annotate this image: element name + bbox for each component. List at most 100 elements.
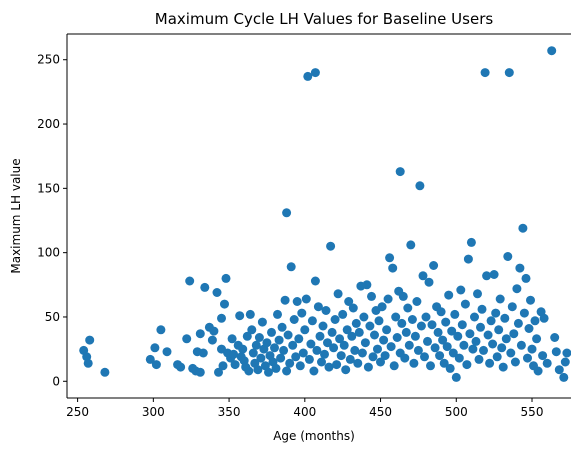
data-point [392, 333, 402, 342]
data-point [359, 312, 369, 322]
data-point [416, 321, 426, 331]
data-point [498, 362, 508, 372]
data-point [306, 339, 316, 349]
data-point [454, 353, 464, 363]
data-point [286, 262, 296, 272]
data-point [480, 68, 490, 78]
x-tick-label: 450 [369, 405, 392, 419]
data-point [400, 353, 410, 363]
data-point [526, 295, 535, 305]
data-point [277, 322, 287, 332]
data-point [444, 290, 454, 300]
data-point [151, 360, 161, 370]
data-points [79, 46, 571, 382]
data-point [427, 320, 437, 330]
data-point [510, 357, 520, 367]
data-point [185, 276, 195, 286]
data-point [285, 358, 295, 368]
data-point [253, 365, 263, 375]
data-point [462, 360, 472, 370]
data-point [448, 348, 458, 358]
data-point [217, 313, 226, 323]
data-point [341, 365, 351, 375]
data-point [488, 339, 498, 349]
data-point [388, 263, 398, 273]
data-point [554, 365, 564, 375]
data-point [248, 348, 258, 358]
data-point [220, 299, 229, 309]
data-point [312, 345, 322, 355]
x-tick-label: 350 [218, 405, 241, 419]
data-point [507, 302, 517, 312]
chart-title: Maximum Cycle LH Values for Baseline Use… [155, 10, 494, 28]
data-point [264, 367, 273, 377]
data-point [315, 331, 325, 341]
data-point [547, 46, 557, 56]
data-point [415, 181, 425, 191]
data-point [218, 361, 228, 371]
data-point [495, 294, 505, 304]
data-point [386, 342, 396, 352]
data-point [360, 338, 370, 348]
data-point [562, 348, 571, 358]
data-point [227, 334, 237, 344]
data-point [538, 351, 548, 361]
data-point [450, 309, 460, 319]
data-point [430, 343, 440, 353]
x-tick-label: 500 [445, 405, 468, 419]
data-point [357, 348, 367, 358]
data-point [397, 318, 407, 328]
data-point [195, 329, 205, 339]
data-point [313, 302, 323, 312]
data-point [338, 309, 348, 319]
data-point [342, 325, 352, 335]
data-point [486, 316, 496, 326]
data-point [307, 316, 317, 326]
data-point [410, 331, 420, 341]
data-point [504, 68, 514, 78]
data-point [292, 297, 302, 306]
x-tick-label: 550 [521, 405, 544, 419]
data-point [100, 367, 110, 377]
data-point [297, 308, 307, 318]
data-point [273, 309, 282, 319]
data-point [477, 304, 487, 314]
data-point [288, 340, 298, 350]
data-point [200, 282, 210, 292]
data-point [317, 357, 326, 367]
data-point [207, 335, 217, 345]
data-point [413, 345, 423, 355]
data-point [516, 340, 526, 350]
data-point [235, 311, 245, 321]
data-point [519, 308, 529, 318]
data-point [310, 276, 320, 286]
data-point [442, 342, 452, 352]
data-point [513, 318, 523, 328]
data-point [256, 353, 266, 363]
data-point [530, 316, 540, 326]
data-point [512, 284, 522, 294]
y-tick-label: 250 [37, 53, 60, 67]
data-point [473, 289, 482, 299]
data-point [156, 325, 166, 335]
data-point [501, 334, 511, 344]
data-point [324, 362, 334, 372]
data-point [195, 367, 205, 377]
data-point [221, 273, 231, 283]
data-point [445, 363, 455, 373]
data-point [370, 330, 379, 340]
data-point [282, 366, 292, 376]
data-point [280, 295, 290, 305]
data-point [426, 361, 435, 371]
data-point [453, 331, 463, 341]
data-point [212, 288, 222, 297]
y-tick-label: 50 [45, 310, 60, 324]
data-point [559, 372, 569, 382]
data-point [83, 358, 93, 368]
data-point [518, 223, 528, 233]
data-point [321, 306, 331, 315]
data-point [376, 357, 385, 367]
x-axis-ticks: 250 300 350 400 450 500 550 [66, 398, 543, 419]
data-point [320, 349, 329, 359]
